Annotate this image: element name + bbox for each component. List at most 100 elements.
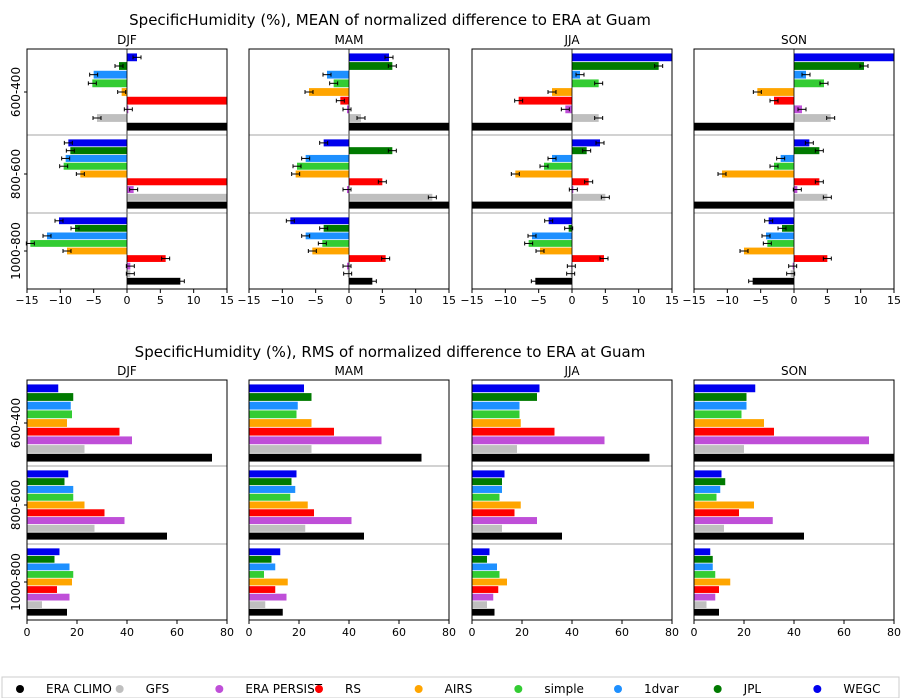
rms-bar-mam-1000-800-era-climo [249, 608, 283, 616]
rms-bar-son-600-400-jpl [694, 393, 747, 401]
mean-errorbar-mam-1000-800-era-climo [367, 279, 377, 284]
rms-bar-mam-1000-800-simple [249, 571, 264, 578]
rms-bar-djf-800-600-era-climo [27, 532, 167, 540]
rms-bar-djf-600-400-airs [27, 419, 67, 427]
rms-bar-djf-1000-800-wegc [27, 548, 60, 556]
mean-bar-jja-1000-800-simple [528, 240, 572, 247]
legend-marker-era-persist [215, 685, 224, 693]
rms-season-title-son: SON [781, 364, 807, 378]
mean-errorbar-jja-800-600-1dvar [547, 156, 557, 161]
legend-label-wegc: WEGC [843, 682, 880, 696]
mean-xtick-label-jja-6: 15 [665, 294, 679, 307]
rms-bar-son-600-400-wegc [694, 384, 756, 393]
rms-bar-son-1000-800-era-climo [694, 608, 719, 616]
legend-marker-simple [514, 685, 523, 693]
mean-errorbar-jja-1000-800-gfs [566, 271, 576, 276]
mean-errorbar-mam-600-400-era-persist [342, 107, 352, 112]
rms-bar-son-800-600-era-persist [694, 517, 773, 525]
mean-xtick-label-son-5: 10 [854, 294, 868, 307]
mean-errorbar-son-1000-800-rs [822, 256, 832, 261]
mean-bar-mam-800-600-simple [297, 162, 349, 170]
mean-bar-djf-600-400-gfs [97, 114, 127, 122]
mean-bar-djf-800-600-wegc [68, 139, 127, 147]
rms-bar-djf-800-600-1dvar [27, 485, 74, 493]
rms-xtick-label-son-0: 0 [691, 626, 698, 639]
legend-label-jpl: JPL [743, 682, 762, 696]
rms-bar-son-1000-800-jpl [694, 555, 713, 563]
mean-bar-son-1000-800-wegc [768, 217, 794, 225]
mean-bar-djf-800-600-jpl [70, 147, 127, 155]
rms-bar-mam-600-400-1dvar [249, 401, 298, 410]
mean-bar-djf-1000-800-jpl [75, 224, 127, 232]
mean-layer-label-600-400: 600-400 [9, 67, 23, 117]
mean-bar-djf-800-600-airs [80, 170, 127, 178]
rms-bar-djf-600-400-era-climo [27, 453, 212, 462]
mean-errorbar-mam-600-400-simple [329, 81, 339, 86]
mean-xtick-label-jja-1: −10 [494, 294, 517, 307]
rms-bar-djf-600-400-era-persist [27, 436, 132, 445]
mean-errorbar-mam-600-400-1dvar [322, 72, 332, 77]
legend-marker-1dvar [614, 685, 622, 693]
mean-bar-jja-600-400-airs [552, 88, 572, 96]
mean-layer-label-800-600: 800-600 [9, 149, 23, 199]
mean-errorbar-mam-800-600-1dvar [301, 156, 311, 161]
mean-errorbar-son-800-600-rs [814, 179, 824, 184]
mean-errorbar-jja-1000-800-airs [535, 249, 545, 253]
rms-bar-mam-800-600-airs [249, 501, 308, 509]
rms-bar-son-1000-800-era-persist [694, 593, 716, 601]
rms-bar-jja-1000-800-era-persist [472, 593, 494, 601]
rms-bar-mam-800-600-rs [249, 509, 314, 517]
rms-bar-son-600-400-era-climo [694, 453, 894, 462]
legend-marker-gfs [115, 685, 124, 693]
mean-layer-label-1000-800: 1000-800 [9, 222, 23, 280]
mean-season-title-djf: DJF [117, 33, 137, 47]
rms-bar-jja-600-400-jpl [472, 393, 537, 401]
mean-errorbar-son-600-400-gfs [826, 116, 836, 120]
mean-season-title-mam: MAM [335, 33, 364, 47]
rms-xtick-label-son-3: 60 [837, 626, 851, 639]
rms-bar-jja-800-600-1dvar [472, 485, 502, 493]
mean-errorbar-mam-1000-800-airs [307, 249, 317, 253]
rms-bar-mam-1000-800-jpl [249, 555, 272, 563]
rms-bar-mam-1000-800-rs [249, 586, 276, 593]
mean-xtick-label-mam-3: 0 [346, 294, 353, 307]
rms-bar-jja-1000-800-airs [472, 578, 507, 586]
mean-bar-djf-1000-800-1dvar [47, 232, 127, 240]
mean-errorbar-son-800-600-simple [769, 164, 779, 169]
mean-errorbar-son-800-600-wegc [804, 140, 814, 145]
mean-xtick-label-son-2: −5 [753, 294, 769, 307]
mean-xtick-label-jja-4: 5 [602, 294, 609, 307]
rms-bar-son-600-400-era-persist [694, 436, 869, 445]
rms-bar-mam-800-600-wegc [249, 470, 297, 478]
rms-bar-jja-800-600-jpl [472, 478, 502, 486]
mean-errorbar-jja-600-400-airs [547, 90, 557, 94]
mean-bar-jja-800-600-rs [572, 178, 589, 186]
legend-label-simple: simple [544, 682, 584, 696]
rms-bar-djf-600-400-jpl [27, 393, 74, 401]
mean-errorbar-jja-600-400-rs [514, 98, 524, 103]
mean-bar-son-600-400-1dvar [794, 70, 806, 79]
rms-bar-son-600-400-1dvar [694, 401, 747, 410]
rms-bar-djf-800-600-simple [27, 493, 74, 501]
mean-bar-jja-600-400-jpl [572, 62, 659, 70]
mean-bar-mam-1000-800-wegc [290, 217, 349, 225]
mean-bar-son-1000-800-era-climo [752, 277, 794, 285]
mean-xtick-label-son-0: −15 [682, 294, 705, 307]
rms-bar-mam-600-400-jpl [249, 393, 312, 401]
mean-bar-djf-800-600-gfs [127, 193, 227, 201]
legend-label-1dvar: 1dvar [644, 682, 679, 696]
mean-xtick-label-djf-0: −15 [15, 294, 38, 307]
mean-errorbar-jja-1000-800-wegc [544, 218, 554, 223]
rms-bar-mam-600-400-airs [249, 419, 312, 427]
legend-entry-gfs: GFS [115, 682, 169, 696]
rms-bar-djf-800-600-rs [27, 509, 105, 517]
mean-bar-djf-800-600-era-climo [127, 201, 227, 209]
mean-errorbar-jja-1000-800-simple [524, 241, 534, 246]
rms-bar-jja-800-600-wegc [472, 470, 505, 478]
mean-bar-son-1000-800-jpl [782, 224, 794, 232]
rms-bar-djf-600-400-gfs [27, 445, 85, 453]
mean-errorbar-djf-600-400-era-persist [123, 107, 133, 112]
rms-xtick-label-jja-3: 60 [615, 626, 629, 639]
rms-panel-jja: JJA 0 20 40 60 80 [469, 364, 680, 639]
rms-bar-son-800-600-jpl [694, 478, 726, 486]
